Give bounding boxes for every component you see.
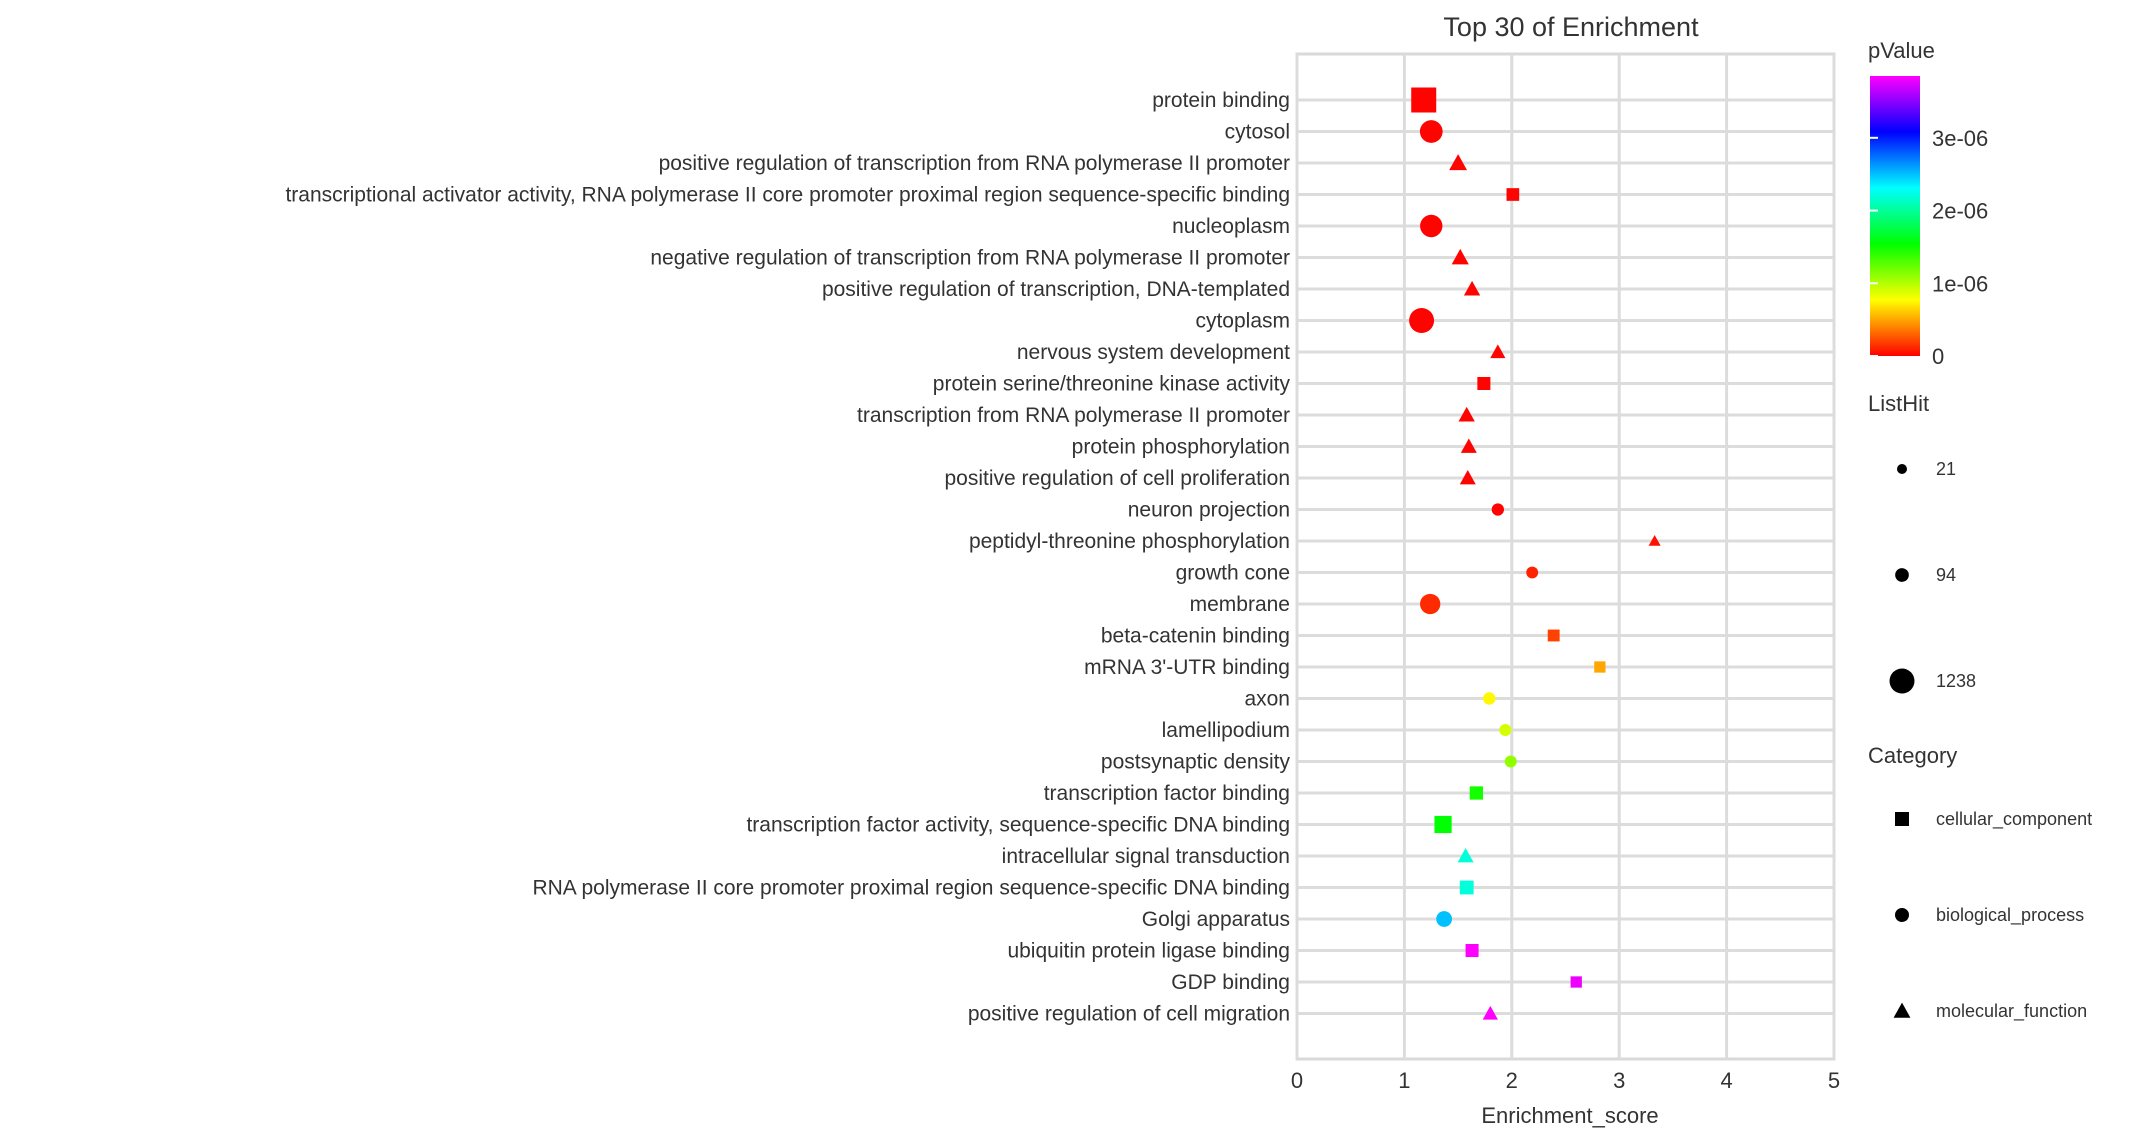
listhit-legend-symbol <box>1897 464 1907 474</box>
y-tick-label: protein binding <box>1152 89 1290 112</box>
data-point <box>1434 815 1452 834</box>
pvalue-legend-title: pValue <box>1868 38 1935 63</box>
x-tick-label: 0 <box>1291 1068 1303 1093</box>
data-point <box>1463 280 1481 296</box>
y-tick-label: protein serine/threonine kinase activity <box>933 373 1291 396</box>
data-point <box>1490 344 1506 359</box>
y-tick-label: Golgi apparatus <box>1142 908 1290 931</box>
y-tick-label: positive regulation of transcription fro… <box>659 152 1290 175</box>
data-point <box>1460 438 1477 453</box>
category-legend-triangle-icon <box>1893 1002 1911 1018</box>
x-tick-label: 5 <box>1828 1068 1840 1093</box>
x-tick-label: 3 <box>1613 1068 1625 1093</box>
y-tick-label: transcriptional activator activity, RNA … <box>285 184 1290 207</box>
listhit-legend-title: ListHit <box>1868 391 1929 416</box>
y-tick-label: mRNA 3'-UTR binding <box>1084 656 1290 679</box>
data-point <box>1506 188 1520 201</box>
y-tick-label: lamellipodium <box>1162 719 1290 742</box>
data-point <box>1570 976 1582 988</box>
y-tick-label: positive regulation of transcription, DN… <box>822 278 1290 301</box>
data-point <box>1436 911 1453 927</box>
y-tick-label: peptidyl-threonine phosphorylation <box>969 530 1290 553</box>
listhit-legend-symbol <box>1889 668 1915 694</box>
data-point <box>1499 723 1512 737</box>
x-axis-ticks: 0 1 2 3 4 5 <box>1291 1068 1840 1093</box>
data-point <box>1411 87 1437 113</box>
listhit-legend-label: 21 <box>1936 459 1956 479</box>
y-tick-label: growth cone <box>1176 562 1290 585</box>
data-point <box>1482 1005 1498 1020</box>
y-tick-label: neuron projection <box>1128 499 1290 522</box>
x-tick-label: 2 <box>1506 1068 1518 1093</box>
chart-title: Top 30 of Enrichment <box>1443 12 1699 42</box>
pvalue-legend: pValue 0 1e-06 2e-06 3e-06 <box>1868 38 1988 369</box>
y-tick-label: cytosol <box>1225 121 1290 144</box>
y-tick-label: nervous system development <box>1017 341 1290 364</box>
data-point <box>1420 214 1443 238</box>
x-tick-label: 4 <box>1720 1068 1732 1093</box>
category-legend-label: biological_process <box>1936 905 2084 926</box>
grid <box>1295 52 1836 1061</box>
listhit-legend-label: 1238 <box>1936 671 1976 691</box>
y-tick-label: postsynaptic density <box>1101 751 1291 774</box>
colorbar-tick-label: 1e-06 <box>1932 271 1988 296</box>
data-point <box>1504 755 1517 768</box>
y-tick-label: membrane <box>1190 593 1290 616</box>
y-tick-label: beta-catenin binding <box>1101 625 1290 648</box>
data-point <box>1419 120 1443 143</box>
y-tick-label: negative regulation of transcription fro… <box>650 247 1290 270</box>
y-tick-label: positive regulation of cell migration <box>968 1003 1290 1026</box>
y-tick-label: ubiquitin protein ligase binding <box>1007 940 1290 963</box>
category-legend-square-icon <box>1895 812 1909 826</box>
plot-panel <box>1295 52 1836 1061</box>
y-tick-label: nucleoplasm <box>1172 215 1290 238</box>
data-point <box>1451 248 1469 265</box>
data-point <box>1526 566 1539 579</box>
x-axis-label: Enrichment_score <box>1481 1103 1658 1128</box>
listhit-legend-symbol <box>1895 568 1909 582</box>
y-tick-label: transcription factor binding <box>1044 782 1290 805</box>
category-legend: Category cellular_component biological_pr… <box>1868 743 2092 1022</box>
y-tick-label: positive regulation of cell proliferatio… <box>944 467 1290 490</box>
y-tick-label: protein phosphorylation <box>1072 436 1290 459</box>
data-points <box>1409 87 1661 1020</box>
y-tick-label: RNA polymerase II core promoter proximal… <box>532 877 1290 900</box>
pvalue-colorbar <box>1870 76 1920 356</box>
data-point <box>1491 503 1504 516</box>
data-point <box>1458 406 1475 422</box>
listhit-legend-label: 94 <box>1936 565 1956 585</box>
data-point <box>1420 593 1441 615</box>
y-tick-label: GDP binding <box>1171 971 1290 994</box>
data-point <box>1459 880 1474 895</box>
data-point <box>1449 154 1468 171</box>
category-legend-label: cellular_component <box>1936 809 2092 830</box>
y-tick-label: intracellular signal transduction <box>1002 845 1290 868</box>
data-point <box>1459 470 1476 485</box>
data-point <box>1482 692 1496 705</box>
data-point <box>1547 629 1560 642</box>
data-point <box>1594 661 1606 673</box>
data-point <box>1465 943 1479 958</box>
category-legend-label: molecular_function <box>1936 1001 2087 1022</box>
data-point <box>1469 786 1484 800</box>
colorbar-tick-label: 2e-06 <box>1932 199 1988 224</box>
data-point <box>1477 376 1491 391</box>
colorbar-tick-label: 0 <box>1932 344 1944 369</box>
y-tick-label: cytoplasm <box>1195 310 1290 333</box>
category-legend-circle-icon <box>1895 908 1909 922</box>
data-point <box>1648 535 1661 546</box>
y-axis-labels: protein binding cytosol positive regulatio… <box>285 89 1290 1026</box>
y-tick-label: transcription factor activity, sequence-… <box>746 814 1290 837</box>
y-tick-label: transcription from RNA polymerase II pro… <box>857 404 1290 427</box>
category-legend-title: Category <box>1868 743 1957 768</box>
data-point <box>1457 848 1474 863</box>
data-point <box>1409 308 1435 333</box>
y-tick-label: axon <box>1244 688 1290 711</box>
x-tick-label: 1 <box>1398 1068 1410 1093</box>
listhit-legend: ListHit 21 94 1238 <box>1868 391 1976 694</box>
colorbar-tick-label: 3e-06 <box>1932 126 1988 151</box>
